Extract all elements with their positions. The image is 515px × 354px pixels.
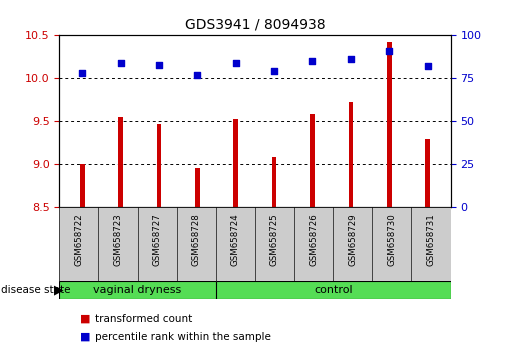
Text: ■: ■	[80, 332, 90, 342]
Text: GSM658724: GSM658724	[231, 213, 240, 266]
Bar	[157, 124, 161, 207]
Point	[193, 72, 201, 78]
Text: transformed count: transformed count	[95, 314, 193, 324]
Point	[308, 58, 317, 64]
Text: GSM658730: GSM658730	[387, 213, 397, 266]
Text: GSM658722: GSM658722	[74, 213, 83, 266]
Bar	[272, 157, 277, 207]
Bar	[349, 102, 353, 207]
Point	[155, 62, 163, 67]
Text: disease state: disease state	[1, 285, 71, 295]
Bar	[195, 169, 200, 207]
Bar	[425, 139, 430, 207]
Point	[347, 57, 355, 62]
Text: control: control	[314, 285, 352, 295]
Bar	[118, 117, 123, 207]
Text: GSM658729: GSM658729	[348, 213, 357, 266]
Text: GSM658726: GSM658726	[309, 213, 318, 266]
Text: percentile rank within the sample: percentile rank within the sample	[95, 332, 271, 342]
Point	[423, 63, 432, 69]
Text: GSM658727: GSM658727	[152, 213, 162, 266]
Point	[116, 60, 125, 66]
Point	[78, 70, 87, 76]
Text: GSM658723: GSM658723	[113, 213, 123, 266]
Point	[232, 60, 240, 66]
Text: vaginal dryness: vaginal dryness	[93, 285, 182, 295]
Text: GSM658725: GSM658725	[270, 213, 279, 266]
Point	[270, 69, 278, 74]
Text: GSM658728: GSM658728	[192, 213, 201, 266]
Title: GDS3941 / 8094938: GDS3941 / 8094938	[184, 17, 325, 32]
Bar	[80, 164, 84, 207]
Text: ▶: ▶	[54, 284, 64, 297]
Bar	[233, 119, 238, 207]
Point	[385, 48, 393, 54]
Bar	[310, 114, 315, 207]
Bar	[387, 42, 391, 207]
Text: GSM658731: GSM658731	[426, 213, 436, 266]
Text: ■: ■	[80, 314, 90, 324]
